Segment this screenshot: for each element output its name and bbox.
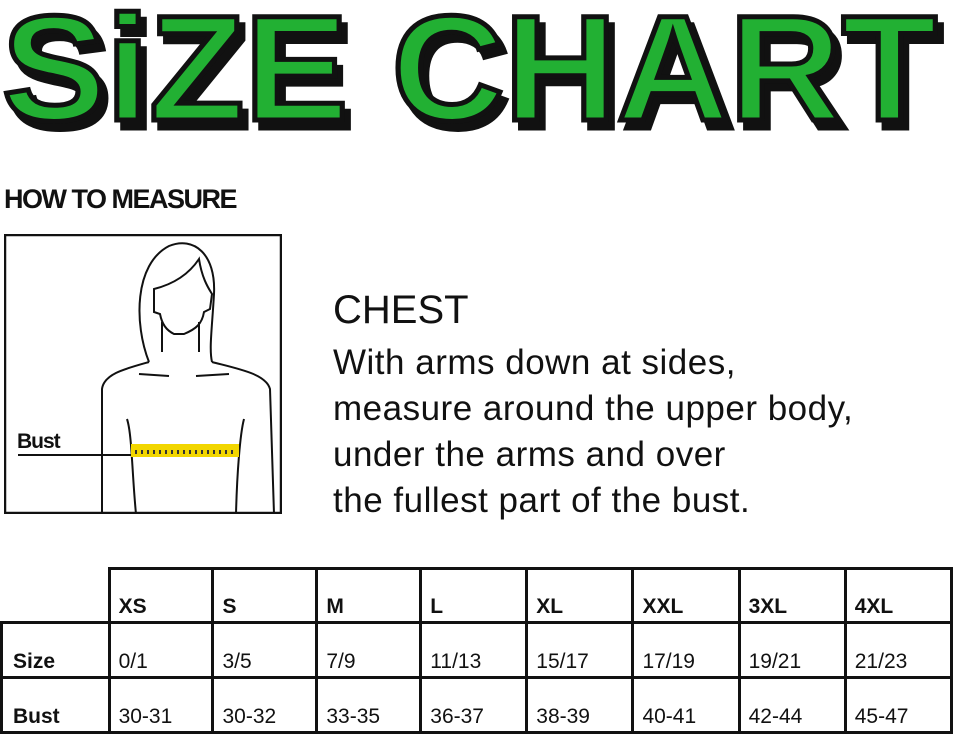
size-header: 4XL: [843, 567, 953, 624]
table-cell: 7/9: [315, 621, 423, 679]
table-cell: 21/23: [843, 621, 953, 679]
size-chart-title: SiZE CHART: [0, 0, 940, 155]
chest-line: the fullest part of the bust.: [333, 481, 751, 520]
table-cell: 42-44: [737, 676, 847, 734]
table-cell: 36-37: [419, 676, 529, 734]
size-header: XXL: [631, 567, 741, 624]
table-cell: 45-47: [843, 676, 953, 734]
bust-label: Bust: [17, 430, 61, 453]
chest-description: With arms down at sides, measure around …: [333, 340, 853, 524]
table-cell: 11/13: [419, 621, 529, 679]
table-cell: 30-32: [211, 676, 319, 734]
row-label: Size: [0, 621, 111, 679]
title-text: SiZE CHART: [2, 0, 937, 152]
size-header-row: XS S M L XL XXL 3XL 4XL: [1, 567, 953, 624]
table-row: Size 0/1 3/5 7/9 11/13 15/17 17/19 19/21…: [0, 621, 953, 679]
size-header: S: [211, 567, 319, 624]
table-cell: 30-31: [107, 676, 215, 734]
table-cell: 0/1: [107, 621, 215, 679]
chest-heading: CHEST: [333, 288, 469, 332]
chest-line: measure around the upper body,: [333, 389, 854, 428]
table-cell: 40-41: [631, 676, 741, 734]
size-header: XL: [525, 567, 635, 624]
size-table: XS S M L XL XXL 3XL 4XL Size 0/1 3/5 7/9…: [0, 567, 953, 734]
chest-line: under the arms and over: [333, 435, 726, 474]
table-cell: 17/19: [631, 621, 741, 679]
table-cell: 19/21: [737, 621, 847, 679]
table-cell: 38-39: [525, 676, 635, 734]
table-row: Bust 30-31 30-32 33-35 36-37 38-39 40-41…: [0, 676, 953, 734]
table-cell: 3/5: [211, 621, 319, 679]
row-label: Bust: [0, 676, 111, 734]
table-cell: 33-35: [315, 676, 423, 734]
chest-line: With arms down at sides,: [333, 343, 736, 382]
corner-cell: [1, 568, 111, 623]
size-header: 3XL: [737, 567, 847, 624]
size-header: L: [419, 567, 529, 624]
table-cell: 15/17: [525, 621, 635, 679]
size-header: XS: [107, 567, 215, 624]
measure-illustration: Bust: [4, 234, 282, 514]
how-to-measure-heading: HOW TO MEASURE: [4, 184, 238, 214]
size-header: M: [315, 567, 423, 624]
